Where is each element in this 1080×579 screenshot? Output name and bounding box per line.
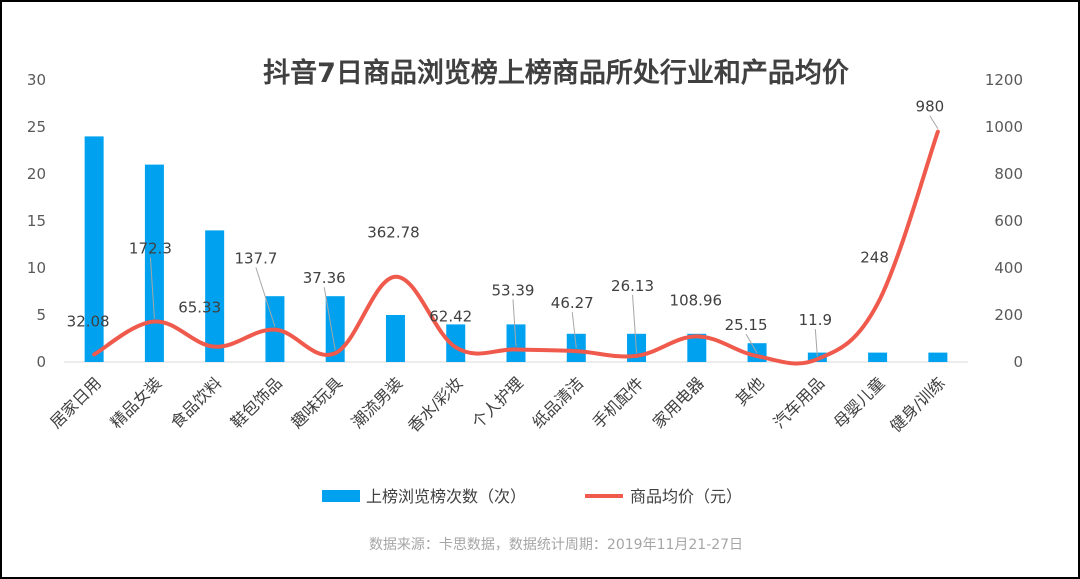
line-data-label: 248 (860, 249, 889, 267)
left-tick-label: 5 (36, 306, 46, 324)
line-data-label: 32.08 (67, 312, 110, 330)
bar-居家日用 (84, 136, 104, 362)
left-tick-label: 30 (27, 71, 46, 89)
category-label: 母婴儿童 (830, 373, 889, 432)
line-series-avg-price (92, 129, 940, 366)
category-label: 精品女装 (107, 373, 166, 432)
legend-line-label: 商品均价（元） (630, 487, 742, 506)
left-tick-label: 25 (27, 118, 46, 136)
line-data-label: 108.96 (670, 291, 723, 309)
right-tick-label: 800 (994, 165, 1023, 183)
chart-title: 抖音7日商品浏览榜上榜商品所处行业和产品均价 (263, 57, 850, 89)
leader-line (632, 294, 638, 353)
right-axis: 0 200 400 600 800 1000 1200 (985, 71, 1023, 371)
source-note: 数据来源：卡思数据，数据统计周期：2019年11月21-27日 (369, 537, 743, 553)
line-data-label: 362.78 (367, 224, 420, 242)
bar-健身/训练 (928, 352, 948, 362)
line-data-label: 37.36 (303, 269, 346, 287)
category-label: 手机配件 (589, 373, 648, 432)
category-label: 趣味玩具 (287, 373, 346, 432)
line-data-label: 53.39 (492, 281, 535, 299)
category-label: 居家日用 (46, 373, 105, 432)
category-label: 健身/训练 (886, 373, 949, 436)
leader-line (929, 115, 939, 129)
leader-line (814, 329, 818, 357)
bar-精品女装 (144, 164, 164, 362)
left-tick-label: 10 (27, 259, 46, 277)
right-tick-label: 200 (994, 306, 1023, 324)
legend: 上榜浏览榜次数（次） 商品均价（元） (322, 487, 742, 506)
category-label: 潮流男装 (348, 373, 407, 432)
leader-line (512, 299, 517, 347)
category-label: 家用电器 (649, 373, 708, 432)
legend-bar-swatch (322, 490, 360, 502)
leader-line (149, 257, 155, 319)
bar-潮流男装 (385, 315, 405, 362)
bar-趣味玩具 (325, 296, 345, 362)
line-data-labels: 32.08 172.3 65.33 137.7 37.36 362.78 62.42 53.3… (67, 98, 945, 334)
category-label: 食品饮料 (167, 373, 226, 432)
leader-line (255, 267, 276, 327)
right-tick-label: 600 (994, 212, 1023, 230)
bar-食品饮料 (205, 230, 225, 362)
left-tick-label: 15 (27, 212, 46, 230)
left-tick-label: 0 (36, 353, 46, 371)
category-label: 汽车用品 (769, 373, 828, 432)
bar-母婴儿童 (868, 352, 888, 362)
leader-line (571, 312, 577, 349)
bar-香水/彩妆 (446, 324, 466, 362)
left-axis: 0 5 10 15 20 25 30 (27, 71, 46, 371)
bar-家用电器 (687, 333, 707, 362)
category-label: 鞋包饰品 (227, 373, 286, 432)
line-data-label: 137.7 (234, 250, 277, 268)
bar-series (84, 136, 948, 362)
right-tick-label: 1000 (985, 118, 1023, 136)
category-label: 纸品清洁 (528, 373, 587, 432)
leader-line (323, 287, 336, 351)
line-data-label: 25.15 (725, 316, 768, 334)
line-data-label: 26.13 (611, 277, 654, 295)
line-data-label: 65.33 (178, 299, 221, 317)
category-label: 其他 (732, 373, 768, 409)
category-label: 香水/彩妆 (404, 373, 467, 436)
category-label: 个人护理 (468, 373, 527, 432)
label-leader-lines (149, 115, 939, 357)
line-data-label: 62.42 (429, 307, 472, 325)
line-data-label: 11.9 (799, 311, 832, 329)
legend-bar-label: 上榜浏览榜次数（次） (366, 487, 526, 506)
line-data-label: 980 (916, 98, 945, 116)
right-tick-label: 400 (994, 259, 1023, 277)
left-tick-label: 20 (27, 165, 46, 183)
line-data-label: 172.3 (129, 240, 172, 258)
leader-line (745, 333, 758, 354)
right-tick-label: 0 (1013, 353, 1023, 371)
line-data-label: 46.27 (551, 294, 594, 312)
right-tick-label: 1200 (985, 71, 1023, 89)
